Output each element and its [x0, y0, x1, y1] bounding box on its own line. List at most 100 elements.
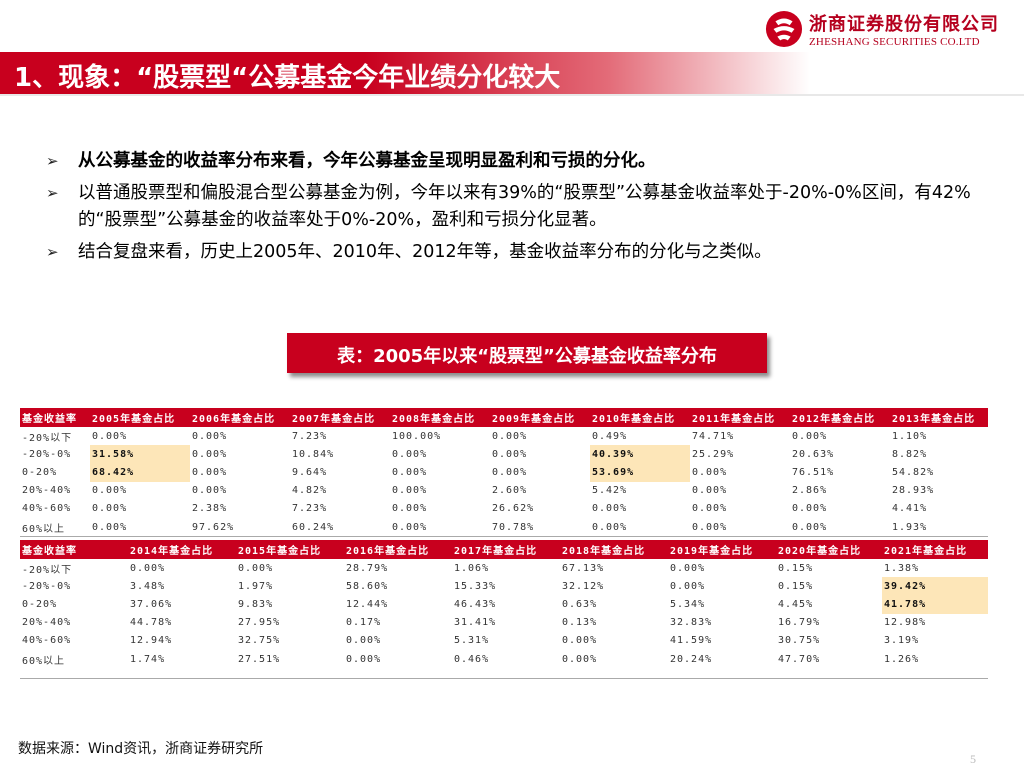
table-row: -20%-0% 3.48% 1.97% 58.60% 15.33% 32.12% 0.00%…: [20, 577, 988, 596]
row-label-cell: 0-20%: [22, 598, 58, 610]
table-row: 20%-40% 44.78% 27.95% 0.17% 31.41% 0.13% 32.83…: [20, 614, 988, 632]
table-cell: 0.00%: [792, 521, 828, 533]
bullet-text: 以普通股票型和偏股混合型公募基金为例，今年以来有39%的“股票型”公募基金收益率…: [78, 183, 971, 230]
table-cell: 68.42%: [90, 463, 190, 482]
table-header-cell: 2016年基金占比: [344, 540, 452, 559]
table-cell: 0.00%: [192, 485, 228, 497]
row-label-cell: 40%-60%: [22, 635, 72, 647]
table-cell: 41.78%: [882, 595, 988, 614]
table-cell: 0.00%: [92, 485, 128, 497]
table-divider: [20, 536, 988, 537]
table-header-cell: 2018年基金占比: [560, 540, 668, 559]
slide-title: 1、现象：“股票型“公募基金今年业绩分化较大: [14, 63, 561, 93]
bullet-text: 从公募基金的收益率分布来看，今年公募基金呈现明显盈利和亏损的分化。: [78, 151, 656, 171]
table1-body: 基金收益率 2005年基金占比 2006年基金占比 2007年基金占比 2008年基金占…: [20, 408, 988, 536]
table-cell: 46.43%: [454, 598, 497, 610]
table-cell: 0.00%: [492, 448, 528, 460]
table-header-row: 基金收益率 2005年基金占比 2006年基金占比 2007年基金占比 2008年基金占…: [20, 408, 988, 427]
bullet-item: ➢ 结合复盘来看，历史上2005年、2010年、2012年等，基金收益率分布的分…: [46, 239, 976, 266]
table-cell: 0.00%: [592, 521, 628, 533]
table-cell: 27.51%: [238, 653, 281, 665]
table-cell: 31.58%: [90, 445, 190, 464]
table-header-cell: 2015年基金占比: [236, 540, 344, 559]
table-header-cell: 2017年基金占比: [452, 540, 560, 559]
table-cell: 74.71%: [692, 430, 735, 442]
table2-body: 基金收益率 2014年基金占比 2015年基金占比 2016年基金占比 2017年基金占…: [20, 540, 988, 668]
table-header-cell: 2006年基金占比: [190, 408, 290, 427]
slide-title-bar: 1、现象：“股票型“公募基金今年业绩分化较大: [0, 52, 810, 94]
table-cell: 1.06%: [454, 562, 490, 574]
company-logo: 浙商证券股份有限公司 ZHESHANG SECURITIES CO.LTD: [765, 8, 1010, 52]
table-cell: 58.60%: [346, 580, 389, 592]
table-cell: 0.00%: [492, 430, 528, 442]
table-cell: 12.94%: [130, 635, 173, 647]
table-cell: 0.00%: [692, 485, 728, 497]
data-source-note: 数据来源：Wind资讯，浙商证券研究所: [18, 741, 264, 757]
company-name-cn: 浙商证券股份有限公司: [809, 14, 999, 35]
table-cell: 7.23%: [292, 430, 328, 442]
table-cell: 1.97%: [238, 580, 274, 592]
table-cell: 0.17%: [346, 617, 382, 629]
table-cell: 1.26%: [884, 653, 920, 665]
table-header-cell: 基金收益率: [20, 408, 90, 427]
table-cell: 9.64%: [292, 466, 328, 478]
table-cell: 0.00%: [192, 466, 228, 478]
arrow-bullet-icon: ➢: [46, 184, 59, 202]
table-row: -20%以下 0.00% 0.00% 28.79% 1.06% 67.13% 0.00% 0.…: [20, 559, 988, 577]
table-cell: 20.24%: [670, 653, 713, 665]
table-cell: 0.00%: [346, 635, 382, 647]
table-cell: 7.23%: [292, 503, 328, 515]
table-cell: 0.15%: [778, 580, 814, 592]
table-cell: 0.00%: [192, 430, 228, 442]
table-cell: 47.70%: [778, 653, 821, 665]
row-label-cell: -20%-0%: [22, 448, 72, 460]
table-cell: 20.63%: [792, 448, 835, 460]
table-cell: 4.41%: [892, 503, 928, 515]
table-cell: 0.00%: [562, 635, 598, 647]
table-row: 60%以上 1.74% 27.51% 0.00% 0.46% 0.00% 20.24% 47.…: [20, 650, 988, 668]
table-cell: 0.00%: [392, 503, 428, 515]
table-caption: 表：2005年以来“股票型”公募基金收益率分布: [337, 346, 717, 367]
table-cell: 9.83%: [238, 598, 274, 610]
table-cell: 28.79%: [346, 562, 389, 574]
table-cell: 0.00%: [792, 503, 828, 515]
table-cell: 0.13%: [562, 617, 598, 629]
table-header-cell: 2011年基金占比: [690, 408, 790, 427]
table-divider: [20, 678, 988, 679]
table-header-cell: 2010年基金占比: [590, 408, 690, 427]
table-cell: 0.00%: [346, 653, 382, 665]
table-cell: 0.00%: [562, 653, 598, 665]
table-cell: 1.38%: [884, 562, 920, 574]
table-cell: 97.62%: [192, 521, 235, 533]
table-cell: 0.00%: [92, 430, 128, 442]
table-cell: 5.42%: [592, 485, 628, 497]
table-row: 0-20% 68.42% 0.00% 9.64% 0.00% 0.00% 53.69% 0.0…: [20, 463, 988, 482]
table-row: 20%-40% 0.00% 0.00% 4.82% 0.00% 2.60% 5.42% 0.0…: [20, 482, 988, 500]
table-cell: 30.75%: [778, 635, 821, 647]
table-cell: 3.19%: [884, 635, 920, 647]
arrow-bullet-icon: ➢: [46, 243, 59, 261]
table-cell: 16.79%: [778, 617, 821, 629]
title-divider: [0, 94, 1024, 96]
table-cell: 0.00%: [392, 448, 428, 460]
table-cell: 0.00%: [392, 521, 428, 533]
row-label-cell: 20%-40%: [22, 485, 72, 497]
table-cell: 60.24%: [292, 521, 335, 533]
table-cell: 5.34%: [670, 598, 706, 610]
table-cell: 70.78%: [492, 521, 535, 533]
table-cell: 26.62%: [492, 503, 535, 515]
table-header-cell: 2021年基金占比: [882, 540, 988, 559]
table-cell: 31.41%: [454, 617, 497, 629]
table-header-cell: 2009年基金占比: [490, 408, 590, 427]
table-cell: 2.86%: [792, 485, 828, 497]
table-cell: 12.98%: [884, 617, 927, 629]
table-cell: 0.00%: [492, 466, 528, 478]
table-cell: 1.10%: [892, 430, 928, 442]
table-cell: 100.00%: [392, 430, 442, 442]
table-cell: 0.00%: [692, 503, 728, 515]
table-header-cell: 2013年基金占比: [890, 408, 988, 427]
table-cell: 37.06%: [130, 598, 173, 610]
table-cell: 0.00%: [92, 503, 128, 515]
table-cell: 12.44%: [346, 598, 389, 610]
table-cell: 32.12%: [562, 580, 605, 592]
